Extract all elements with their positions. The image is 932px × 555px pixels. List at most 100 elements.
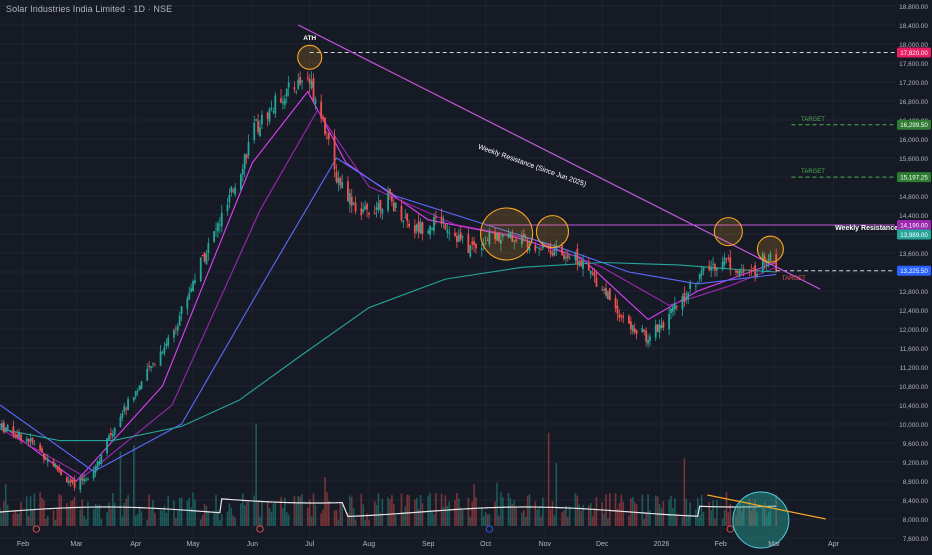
volume-bar [213, 510, 215, 526]
volume-bar [681, 517, 684, 526]
target-label-support: TARGET [782, 276, 806, 282]
volume-bar [261, 501, 263, 526]
candle-body [180, 306, 183, 315]
candle-body [218, 224, 221, 226]
volume-bar [324, 477, 326, 526]
candle-body [564, 256, 567, 259]
candle-body [480, 248, 483, 250]
candle-body [176, 325, 179, 331]
volume-bar [601, 502, 603, 526]
candle-body [647, 339, 649, 344]
candle-body [595, 277, 598, 287]
volume-average [0, 498, 777, 518]
candle-body [73, 480, 76, 488]
candle-body [377, 202, 380, 210]
volume-bar [165, 512, 168, 526]
candle-body [322, 116, 324, 119]
price-tick-label: 8,800.00 [903, 479, 929, 486]
volume-bar [393, 503, 395, 526]
volume-bar [18, 513, 20, 526]
volume-bar [60, 495, 62, 526]
candle-body [540, 248, 542, 250]
candle-body [429, 226, 432, 235]
candle-body [708, 265, 711, 271]
candle-body [39, 444, 42, 451]
candle-body [614, 297, 617, 309]
volume-bar [54, 519, 57, 526]
event-marker [485, 525, 494, 533]
time-tick-label: Dec [596, 541, 609, 548]
volume-bar [389, 499, 391, 526]
volume-bar [73, 496, 76, 526]
candle-body [375, 207, 378, 210]
volume-bar [721, 519, 724, 526]
candle-body [737, 270, 739, 274]
volume-bar [614, 493, 617, 526]
candle-body [299, 76, 302, 85]
candle-body [507, 233, 510, 238]
volume-bar [56, 508, 59, 526]
volume-bar [100, 519, 103, 526]
candle-body [239, 174, 242, 191]
volume-bar [528, 493, 531, 526]
price-tag-label: 17,820.00 [900, 50, 928, 57]
volume-bar [220, 514, 223, 526]
volume-bar [0, 507, 1, 526]
volume-bar [215, 494, 217, 526]
candle-body [261, 114, 263, 125]
candle-body [44, 457, 47, 460]
candle-body [769, 253, 772, 261]
candle-body [87, 479, 89, 480]
time-axis[interactable]: Feb Mar Apr May Jun Jul Aug Sep Oct Nov Dec 2026 Feb… [17, 541, 840, 548]
volume-bar [565, 505, 567, 526]
price-tick-label: 14,800.00 [899, 194, 928, 201]
volume-bar [589, 502, 592, 526]
volume-bar [322, 509, 324, 526]
candle-body [83, 478, 86, 482]
candle-body [406, 213, 409, 221]
price-tick-label: 18,000.00 [899, 42, 928, 49]
candle-body [194, 280, 196, 284]
candle-body [629, 321, 632, 330]
volume-bar [618, 503, 621, 526]
volume-bar [683, 458, 686, 526]
candle-body [578, 261, 581, 266]
volume-bar [433, 514, 435, 526]
volume-bar [578, 504, 581, 526]
candle-body [683, 292, 686, 303]
time-tick-label: Feb [715, 541, 727, 548]
time-tick-label: Mar [768, 541, 781, 548]
candle-body [16, 434, 19, 437]
candle-body [547, 247, 550, 250]
volume-bar [295, 502, 298, 526]
candle-body [467, 234, 470, 253]
candle-body [18, 432, 21, 438]
volume-bar [20, 501, 22, 526]
volume-bar [41, 497, 43, 526]
candle-body [268, 108, 271, 122]
moving-averages [0, 90, 777, 482]
candle-body [1, 423, 3, 429]
candle-body [499, 240, 502, 244]
candle-body [702, 267, 705, 271]
candle-body [327, 133, 330, 139]
candle-body [765, 260, 768, 266]
candle-body [163, 347, 166, 354]
candle-body [310, 80, 313, 89]
volume-bar [431, 511, 433, 526]
candle-body [698, 274, 701, 280]
volume-bar [419, 494, 422, 526]
volume-bar [301, 494, 303, 526]
volume-bar [335, 510, 338, 526]
volume-bar [607, 518, 609, 526]
candle-body [259, 127, 261, 137]
volume-bar [247, 501, 250, 526]
volume-bar [240, 503, 242, 526]
candle-body [308, 78, 311, 84]
volume-bar [616, 508, 619, 526]
candle-body [618, 314, 621, 318]
price-tick-label: 18,400.00 [899, 23, 928, 30]
volume-bar [448, 501, 451, 526]
